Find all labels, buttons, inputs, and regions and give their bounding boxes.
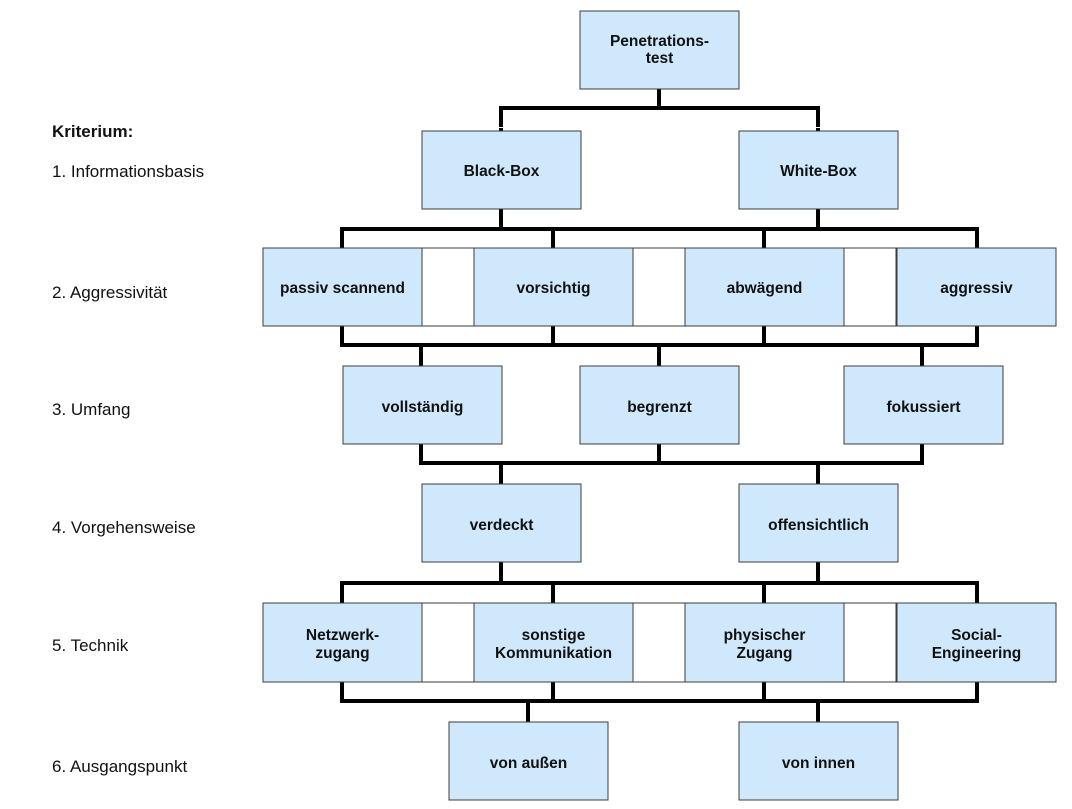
connector-umfang-to-vorgehensweise [419, 444, 924, 484]
criterion-label-2: 2. Aggressivität [52, 283, 168, 302]
criterion-label-5: 5. Technik [52, 636, 129, 655]
node-black-box: Black-Box [421, 130, 582, 210]
node-verdeckt-label: verdeckt [470, 517, 534, 534]
node-verdeckt: verdeckt [421, 483, 582, 563]
node-von-aussen: von außen [448, 721, 609, 801]
node-netzwerkzugang-line-1: Netzwerk- [306, 627, 379, 644]
node-offensichtlich-label: offensichtlich [768, 517, 869, 534]
node-vollstaendig-label: vollständig [382, 399, 464, 416]
root-node-penetrationstest: Penetrations- test [579, 10, 740, 90]
gap-box [842, 602, 897, 683]
node-netzwerkzugang-line-2: zugang [315, 645, 369, 662]
criterion-label-4: 4. Vorgehensweise [52, 518, 196, 537]
criterion-label-3: 3. Umfang [52, 400, 130, 419]
node-fokussiert-label: fokussiert [886, 399, 960, 416]
node-fokussiert: fokussiert [843, 365, 1004, 445]
node-netzwerkzugang: Netzwerk- zugang [262, 602, 423, 683]
node-passiv-scannend: passiv scannend [262, 247, 423, 327]
node-vollstaendig: vollständig [342, 365, 503, 445]
gap-box [842, 247, 897, 327]
connector-informationsbasis-to-aggressivitaet [340, 209, 979, 248]
node-physischer-zugang-line-2: Zugang [737, 645, 793, 662]
gap-box [420, 602, 475, 683]
gap-box [420, 247, 475, 327]
node-von-innen: von innen [738, 721, 899, 801]
node-sonstige-kommunikation: sonstige Kommunikation [473, 602, 634, 683]
connector-root-to-informationsbasis [499, 89, 820, 131]
node-white-box-label: White-Box [780, 163, 857, 180]
node-physischer-zugang: physischer Zugang [684, 602, 845, 683]
node-offensichtlich: offensichtlich [738, 483, 899, 563]
gap-box [631, 602, 686, 683]
node-passiv-scannend-label: passiv scannend [280, 280, 405, 297]
node-von-aussen-label: von außen [490, 755, 568, 772]
node-sonstige-kommunikation-line-2: Kommunikation [495, 645, 612, 662]
connector-vorgehensweise-to-technik [340, 562, 979, 603]
gap-box [631, 247, 686, 327]
node-abwaegend: abwägend [684, 247, 845, 327]
criterion-label-1: 1. Informationsbasis [52, 162, 204, 181]
connector-technik-to-ausgangspunkt [340, 682, 979, 722]
node-aggressiv: aggressiv [896, 247, 1057, 327]
node-black-box-label: Black-Box [464, 163, 540, 180]
node-vorsichtig: vorsichtig [473, 247, 634, 327]
node-von-innen-label: von innen [782, 755, 855, 772]
node-social-engineering-line-1: Social- [951, 627, 1002, 644]
node-social-engineering-line-2: Engineering [932, 645, 1022, 662]
node-vorsichtig-label: vorsichtig [516, 280, 590, 297]
node-aggressiv-label: aggressiv [940, 280, 1013, 297]
node-white-box: White-Box [738, 130, 899, 210]
node-begrenzt: begrenzt [579, 365, 740, 445]
root-node-line-1: Penetrations- [610, 33, 709, 50]
node-sonstige-kommunikation-line-1: sonstige [522, 627, 586, 644]
criteria-heading: Kriterium: [52, 122, 133, 141]
node-physischer-zugang-line-1: physischer [724, 627, 806, 644]
node-abwaegend-label: abwägend [727, 280, 803, 297]
criteria-labels: Kriterium: 1. Informationsbasis 2. Aggre… [52, 122, 204, 776]
root-node-line-2: test [646, 50, 674, 67]
node-social-engineering: Social- Engineering [896, 602, 1057, 683]
criterion-label-6: 6. Ausgangspunkt [52, 757, 187, 776]
node-begrenzt-label: begrenzt [627, 399, 692, 416]
connector-aggressivitaet-to-umfang [340, 326, 979, 366]
